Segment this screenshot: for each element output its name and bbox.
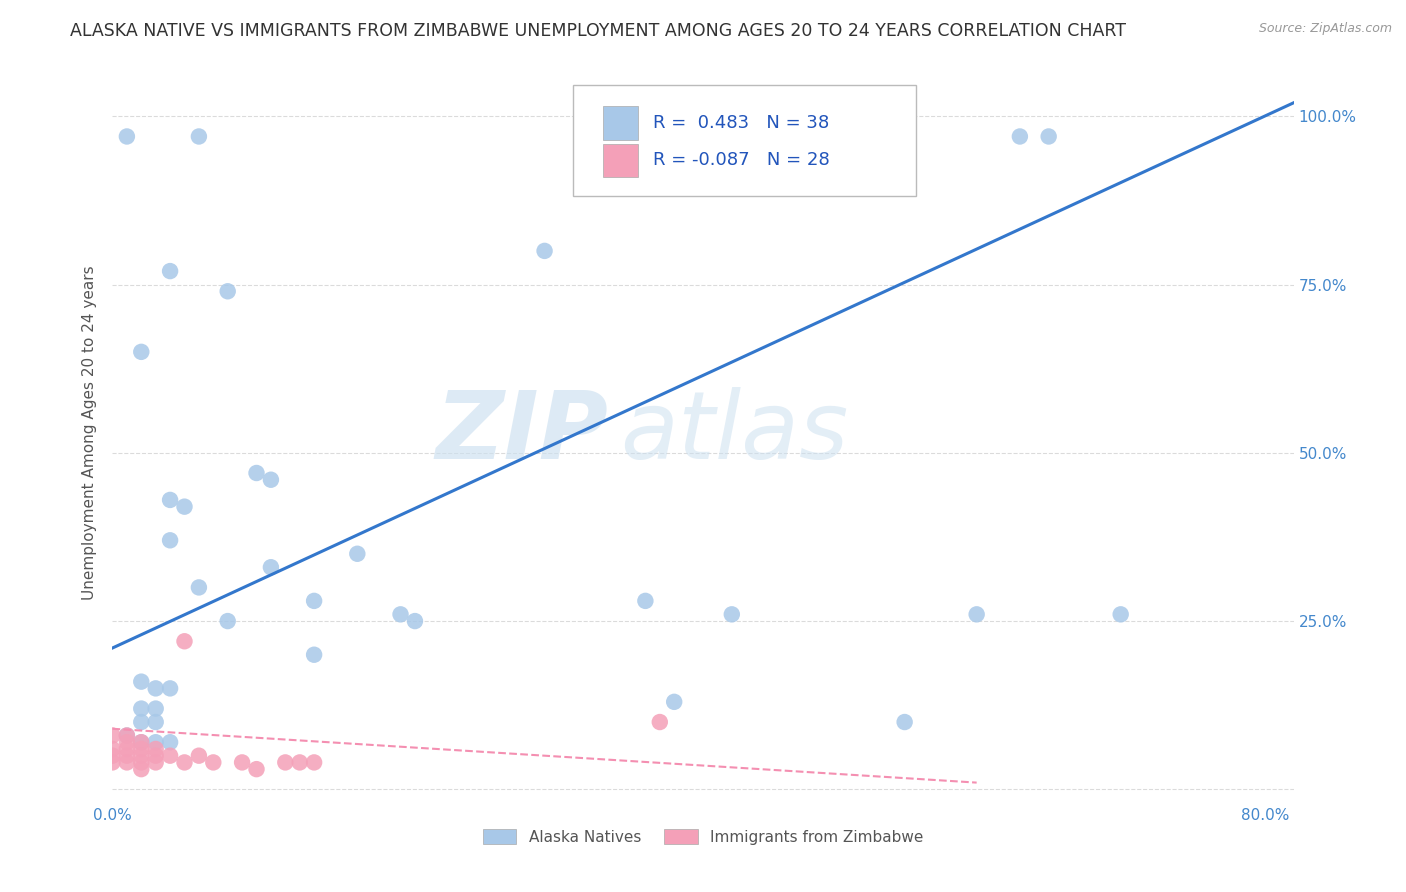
Point — [101, 729, 124, 743]
Point — [115, 748, 138, 763]
Point — [346, 547, 368, 561]
Text: R =  0.483   N = 38: R = 0.483 N = 38 — [654, 114, 830, 132]
Point — [159, 681, 181, 696]
Point — [129, 735, 152, 749]
Point — [260, 560, 283, 574]
Point — [1008, 129, 1031, 144]
Point — [145, 714, 167, 729]
Point — [634, 594, 657, 608]
Point — [404, 614, 426, 628]
Point — [231, 756, 253, 770]
Point — [1109, 607, 1132, 622]
Point — [187, 129, 209, 144]
Point — [101, 742, 124, 756]
Point — [260, 473, 283, 487]
Point — [245, 466, 267, 480]
Point — [288, 756, 311, 770]
Point — [129, 762, 152, 776]
Point — [159, 748, 181, 763]
Point — [187, 748, 209, 763]
Point — [187, 581, 209, 595]
Point — [145, 681, 167, 696]
Point — [129, 735, 152, 749]
Point — [145, 756, 167, 770]
Point — [159, 533, 181, 548]
Point — [533, 244, 555, 258]
Point — [173, 500, 195, 514]
Bar — [603, 106, 638, 140]
Point — [217, 614, 239, 628]
Point — [159, 264, 181, 278]
Point — [966, 607, 988, 622]
Point — [129, 674, 152, 689]
Point — [245, 762, 267, 776]
Legend: Alaska Natives, Immigrants from Zimbabwe: Alaska Natives, Immigrants from Zimbabwe — [477, 822, 929, 851]
Text: R = -0.087   N = 28: R = -0.087 N = 28 — [654, 151, 830, 169]
Point — [129, 714, 152, 729]
Text: atlas: atlas — [620, 387, 849, 478]
Point — [115, 756, 138, 770]
Point — [145, 701, 167, 715]
Point — [129, 701, 152, 715]
Point — [1038, 129, 1060, 144]
Point — [159, 735, 181, 749]
Point — [145, 735, 167, 749]
Point — [101, 756, 124, 770]
Point — [159, 492, 181, 507]
Point — [648, 714, 671, 729]
Point — [173, 756, 195, 770]
Point — [302, 756, 325, 770]
Y-axis label: Unemployment Among Ages 20 to 24 years: Unemployment Among Ages 20 to 24 years — [82, 265, 97, 600]
Point — [145, 742, 167, 756]
Point — [129, 742, 152, 756]
Text: ALASKA NATIVE VS IMMIGRANTS FROM ZIMBABWE UNEMPLOYMENT AMONG AGES 20 TO 24 YEARS: ALASKA NATIVE VS IMMIGRANTS FROM ZIMBABW… — [70, 22, 1126, 40]
Point — [173, 634, 195, 648]
Point — [720, 607, 742, 622]
Text: ZIP: ZIP — [436, 386, 609, 479]
Point — [389, 607, 412, 622]
Point — [664, 695, 686, 709]
Bar — [603, 144, 638, 177]
Point — [302, 594, 325, 608]
Point — [115, 729, 138, 743]
Point — [202, 756, 225, 770]
Point — [129, 756, 152, 770]
Point — [115, 735, 138, 749]
Point — [217, 285, 239, 299]
Point — [145, 748, 167, 763]
Point — [893, 714, 915, 729]
Point — [274, 756, 297, 770]
Point — [115, 729, 138, 743]
Point — [101, 748, 124, 763]
Point — [115, 129, 138, 144]
FancyBboxPatch shape — [574, 85, 915, 195]
Text: Source: ZipAtlas.com: Source: ZipAtlas.com — [1258, 22, 1392, 36]
Point — [129, 344, 152, 359]
Point — [115, 742, 138, 756]
Point — [129, 748, 152, 763]
Point — [302, 648, 325, 662]
